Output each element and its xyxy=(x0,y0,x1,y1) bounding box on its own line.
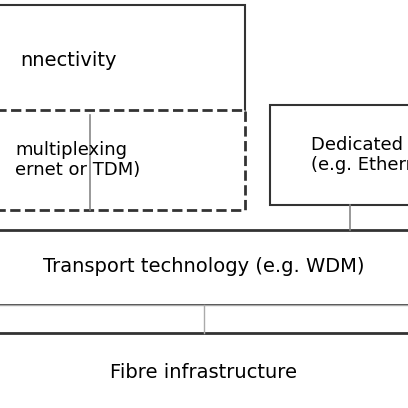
Text: Transport technology (e.g. WDM): Transport technology (e.g. WDM) xyxy=(43,257,365,277)
FancyBboxPatch shape xyxy=(270,105,408,205)
FancyBboxPatch shape xyxy=(0,230,408,305)
Text: multiplexing
ernet or TDM): multiplexing ernet or TDM) xyxy=(15,141,140,180)
Text: Fibre infrastructure: Fibre infrastructure xyxy=(111,364,297,383)
FancyBboxPatch shape xyxy=(0,305,408,333)
Text: Dedicated co
(e.g. Etherne: Dedicated co (e.g. Etherne xyxy=(310,135,408,174)
FancyBboxPatch shape xyxy=(0,110,245,210)
Text: nnectivity: nnectivity xyxy=(20,51,117,69)
FancyBboxPatch shape xyxy=(0,5,245,115)
FancyBboxPatch shape xyxy=(0,333,408,408)
